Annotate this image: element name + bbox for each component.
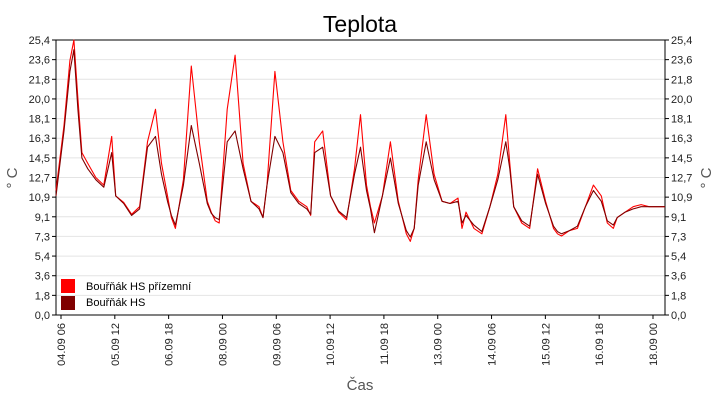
x-tick-label: 16.09 18 — [594, 323, 606, 366]
x-tick-label: 13.09 00 — [433, 323, 445, 366]
y-axis-label-left: ° C — [4, 167, 21, 188]
y-tick-label: 12,7 — [671, 173, 692, 185]
y-tick-label: 20,0 — [29, 94, 50, 106]
y-tick-label: 7,3 — [671, 231, 686, 243]
y-tick-label: 20,0 — [671, 94, 692, 106]
legend-label-series-2: Bouřňák HS — [86, 297, 145, 309]
chart-title: Teplota — [323, 11, 397, 37]
y-tick-label: 12,7 — [29, 173, 50, 185]
y-axis-left: 0,0 1,8 3,6 5,4 7,3 9,1 10,9 12,7 14,5 16,3 18,1 20… — [29, 35, 56, 322]
y-axis-label-right: ° C — [698, 167, 715, 188]
y-tick-label: 10,9 — [671, 192, 692, 204]
x-tick-label: 18.09 00 — [648, 323, 660, 366]
y-tick-label: 21,8 — [29, 74, 50, 86]
legend-swatch-series-1 — [61, 279, 75, 293]
y-axis-right: 0,0 1,8 3,6 5,4 7,3 9,1 10,9 12,7 14,5 16,3 18,1 20… — [665, 35, 692, 322]
y-tick-label: 25,4 — [671, 35, 692, 47]
legend-swatch-series-2 — [61, 296, 75, 310]
x-tick-label: 11.09 18 — [379, 323, 391, 365]
y-tick-label: 3,6 — [671, 271, 686, 283]
y-tick-label: 21,8 — [671, 74, 692, 86]
x-tick-label: 08.09 00 — [217, 323, 229, 366]
y-tick-label: 9,1 — [671, 212, 686, 224]
y-tick-label: 25,4 — [29, 35, 50, 47]
y-tick-label: 1,8 — [35, 290, 50, 302]
y-tick-label: 3,6 — [35, 271, 50, 283]
legend: Bouřňák HS přízemní Bouřňák HS — [61, 279, 191, 310]
y-tick-label: 14,5 — [671, 153, 692, 165]
series-line-1 — [55, 39, 665, 242]
series-lines — [55, 39, 665, 242]
x-axis-label: Čas — [347, 377, 374, 394]
y-tick-label: 14,5 — [29, 153, 50, 165]
series-line-2 — [55, 49, 665, 238]
y-tick-label: 18,1 — [29, 114, 50, 126]
x-tick-label: 14.09 06 — [487, 323, 499, 366]
y-tick-label: 18,1 — [671, 114, 692, 126]
x-tick-label: 09.09 06 — [271, 323, 283, 366]
y-tick-label: 7,3 — [35, 231, 50, 243]
y-tick-label: 1,8 — [671, 290, 686, 302]
x-tick-label: 05.09 12 — [110, 323, 122, 366]
y-tick-label: 0,0 — [671, 310, 686, 322]
y-tick-label: 5,4 — [35, 251, 50, 263]
y-tick-label: 10,9 — [29, 192, 50, 204]
y-tick-label: 23,6 — [671, 55, 692, 67]
y-tick-label: 16,3 — [29, 133, 50, 145]
y-tick-label: 23,6 — [29, 55, 50, 67]
x-tick-label: 10.09 12 — [325, 323, 337, 366]
x-tick-label: 15.09 12 — [540, 323, 552, 366]
x-tick-label: 04.09 06 — [56, 323, 68, 366]
legend-label-series-1: Bouřňák HS přízemní — [86, 281, 191, 293]
y-tick-label: 9,1 — [35, 212, 50, 224]
y-tick-label: 16,3 — [671, 133, 692, 145]
grid-lines — [56, 59, 665, 296]
y-tick-label: 0,0 — [35, 310, 50, 322]
x-axis: 04.09 06 05.09 12 06.09 18 08.09 00 09.09 06… — [56, 315, 660, 366]
x-tick-label: 06.09 18 — [164, 323, 176, 366]
y-tick-label: 5,4 — [671, 251, 686, 263]
